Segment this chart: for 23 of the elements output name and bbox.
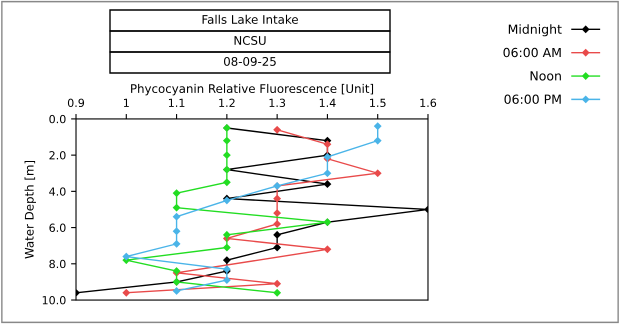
x-tick-label: 1.1 xyxy=(168,98,184,107)
x-tick-label: 1 xyxy=(124,98,129,107)
legend-label: Midnight xyxy=(508,24,562,36)
y-tick-label: 6.0 xyxy=(49,224,66,232)
y-tick-label: 8.0 xyxy=(49,260,66,268)
text: 08-09-25 xyxy=(224,56,276,66)
y-tick-label: 2.0 xyxy=(49,151,66,160)
x-tick-label: 0.9 xyxy=(68,98,84,108)
chart-title: Falls Lake Intake xyxy=(202,14,298,24)
chart-subtitle: NCSU xyxy=(234,36,266,45)
y-tick-label: 4.0 xyxy=(49,187,66,196)
legend-label: Noon xyxy=(530,71,561,81)
x-tick-label: 1.4 xyxy=(320,98,336,107)
legend-label: 06:00 PM xyxy=(504,94,561,104)
x-tick-label: 1.6 xyxy=(420,98,436,108)
legend-label: 06:00 AM xyxy=(503,48,561,58)
y-axis-title: Water Depth [m] xyxy=(24,160,36,259)
x-tick-label: 1.2 xyxy=(219,98,235,107)
x-tick-label: 1.5 xyxy=(370,98,386,108)
x-axis-title: Phycocyanin Relative Fluorescence [Unit] xyxy=(131,84,374,96)
y-tick-label: 0.0 xyxy=(49,114,66,124)
x-tick-label: 1.3 xyxy=(270,98,286,108)
y-tick-label: 10.0 xyxy=(42,296,66,304)
